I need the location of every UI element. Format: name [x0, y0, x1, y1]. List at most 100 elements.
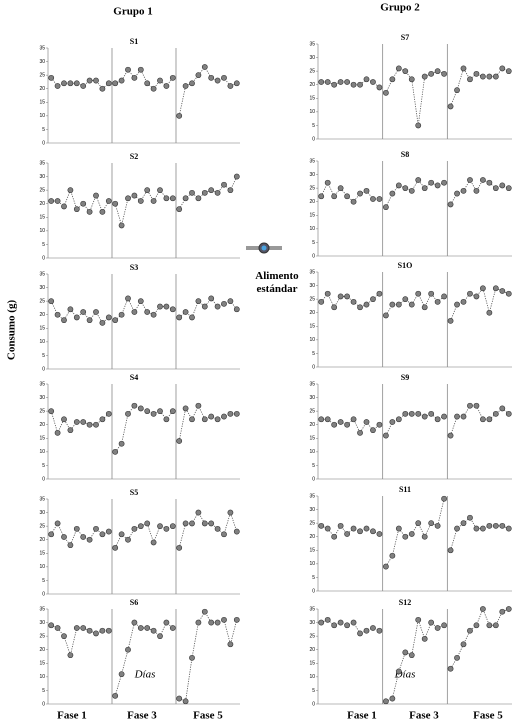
data-point — [118, 77, 125, 84]
data-point — [402, 533, 409, 540]
y-tick-label: 20 — [39, 201, 45, 207]
data-point — [467, 76, 473, 83]
data-point — [73, 625, 80, 631]
legend-label: Alimento estándar — [255, 270, 299, 295]
panel-title: S5 — [130, 488, 138, 497]
data-point — [460, 520, 467, 527]
data-point — [61, 317, 67, 324]
data-point — [421, 413, 428, 420]
data-point — [99, 85, 106, 92]
data-point — [467, 627, 473, 634]
data-point — [357, 81, 363, 88]
data-point — [324, 179, 331, 186]
data-point — [376, 290, 383, 297]
data-point — [201, 416, 208, 423]
data-point — [67, 427, 74, 434]
data-point — [324, 290, 331, 297]
data-point — [157, 187, 163, 194]
data-point — [460, 641, 467, 648]
data-point — [486, 416, 493, 423]
phase-label: Fase 1 — [347, 710, 377, 722]
y-tick-label: 15 — [39, 661, 45, 667]
data-point — [415, 122, 422, 129]
y-tick-label: 35 — [309, 381, 315, 387]
data-point — [105, 410, 112, 417]
data-point — [73, 80, 80, 87]
data-point — [118, 222, 125, 229]
data-point — [318, 79, 325, 85]
data-point — [434, 625, 441, 631]
data-point — [492, 522, 499, 529]
data-point — [415, 520, 422, 527]
data-point — [54, 83, 61, 89]
data-point — [48, 408, 55, 415]
data-point — [208, 74, 215, 81]
y-tick-label: 5 — [42, 578, 45, 584]
data-point — [389, 190, 396, 197]
data-point — [125, 195, 131, 202]
data-point — [454, 190, 460, 197]
y-tick-label: 25 — [39, 408, 45, 414]
y-tick-label: 35 — [39, 496, 45, 502]
data-point — [473, 70, 480, 77]
data-point — [421, 185, 428, 192]
data-point — [86, 77, 93, 84]
data-line — [50, 300, 110, 324]
data-point — [331, 533, 338, 540]
data-point — [434, 68, 441, 75]
data-point — [460, 413, 467, 420]
data-point — [324, 79, 331, 85]
data-point — [80, 625, 87, 631]
y-tick-label: 30 — [309, 395, 315, 401]
y-tick-label: 0 — [312, 588, 315, 594]
panel-title: S1O — [398, 261, 413, 270]
y-tick-label: 5 — [42, 463, 45, 469]
y-tick-label: 20 — [309, 422, 315, 428]
data-point — [402, 296, 409, 303]
data-point — [408, 410, 415, 417]
y-tick-label: 20 — [309, 647, 315, 653]
data-point — [137, 298, 144, 305]
data-point — [421, 533, 428, 540]
x-axis-label: Días — [134, 669, 156, 681]
data-point — [112, 80, 119, 87]
data-point — [144, 625, 151, 631]
data-point — [408, 76, 415, 83]
data-point — [112, 200, 119, 207]
y-tick-label: 10 — [309, 449, 315, 455]
y-tick-label: 15 — [39, 551, 45, 557]
y-tick-label: 20 — [39, 422, 45, 428]
data-point — [357, 190, 363, 197]
data-point — [208, 520, 215, 527]
y-tick-label: 15 — [309, 548, 315, 554]
data-point — [80, 200, 87, 207]
panel-title: S3 — [130, 263, 138, 272]
data-point — [99, 319, 106, 326]
data-point — [376, 84, 383, 91]
data-point — [208, 413, 215, 420]
data-point — [331, 421, 338, 428]
data-point — [163, 416, 170, 423]
y-tick-label: 0 — [42, 255, 45, 261]
group-title: Grupo 2 — [380, 2, 420, 14]
data-point — [144, 309, 151, 315]
data-point — [221, 413, 227, 420]
data-point — [441, 70, 447, 77]
data-point — [486, 73, 493, 80]
data-point — [169, 306, 176, 313]
data-point — [447, 201, 454, 208]
data-point — [467, 290, 473, 297]
y-tick-label: 20 — [39, 647, 45, 653]
group-title: Grupo 1 — [113, 6, 152, 18]
data-point — [182, 405, 189, 412]
data-point — [157, 77, 163, 84]
data-point — [137, 405, 144, 412]
data-point — [144, 520, 151, 527]
data-line — [114, 297, 173, 321]
data-point — [86, 421, 93, 428]
data-point — [105, 80, 112, 87]
data-line — [178, 404, 237, 442]
data-point — [150, 198, 157, 204]
data-point — [454, 654, 460, 661]
y-tick-label: 30 — [309, 507, 315, 513]
